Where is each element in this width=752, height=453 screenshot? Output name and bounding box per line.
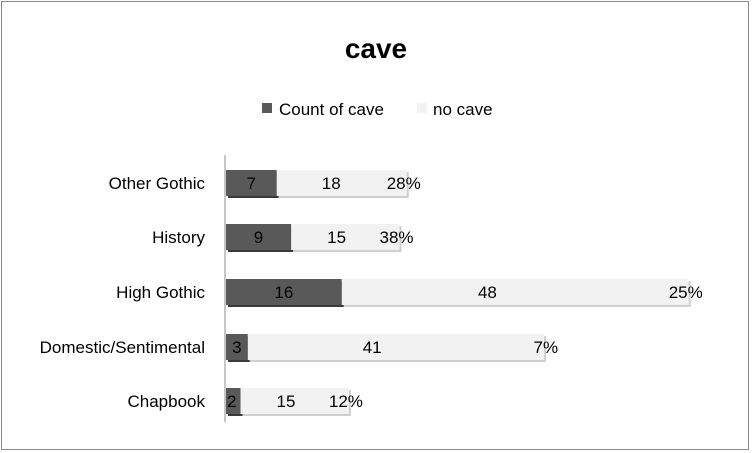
- bar-no-cave: [341, 279, 689, 305]
- legend-swatch-no-cave: [417, 103, 427, 113]
- data-label-no-cave: 48: [478, 283, 497, 302]
- data-label-count-of-cave: 9: [254, 228, 263, 247]
- data-label-percent: 25%: [669, 283, 703, 302]
- data-label-no-cave: 18: [322, 174, 341, 193]
- category-label: History: [152, 228, 205, 247]
- data-label-count-of-cave: 3: [232, 338, 241, 357]
- data-label-percent: 38%: [379, 228, 413, 247]
- data-label-percent: 28%: [387, 174, 421, 193]
- legend-swatch-count-of-cave: [262, 103, 272, 113]
- legend: Count of cave no cave: [262, 100, 493, 119]
- bar-no-cave: [276, 170, 407, 196]
- category-label: Chapbook: [127, 392, 205, 411]
- bar-count-of-cave: [226, 388, 241, 414]
- data-label-count-of-cave: 2: [227, 392, 236, 411]
- bar-no-cave: [291, 224, 400, 250]
- data-label-percent: 7%: [534, 338, 559, 357]
- bar-count-of-cave: [226, 334, 248, 360]
- legend-label-count-of-cave: Count of cave: [279, 100, 384, 119]
- data-label-percent: 12%: [329, 392, 363, 411]
- data-label-no-cave: 15: [277, 392, 296, 411]
- data-label-no-cave: 41: [363, 338, 382, 357]
- bar-count-of-cave: [226, 170, 277, 196]
- legend-label-no-cave: no cave: [433, 100, 493, 119]
- bars-layer: Other Gothic 7 18 28% History 9 15 38% High Goth…: [40, 170, 703, 416]
- category-label: Other Gothic: [109, 174, 206, 193]
- bar-no-cave: [247, 334, 545, 360]
- chart-title: cave: [345, 33, 407, 64]
- bar-count-of-cave: [226, 224, 292, 250]
- data-label-count-of-cave: 7: [247, 174, 256, 193]
- category-label: High Gothic: [116, 283, 205, 302]
- category-label: Domestic/Sentimental: [40, 338, 205, 357]
- bar-count-of-cave: [226, 279, 342, 305]
- bar-no-cave: [240, 388, 349, 414]
- data-label-count-of-cave: 16: [274, 283, 293, 302]
- data-label-no-cave: 15: [327, 228, 346, 247]
